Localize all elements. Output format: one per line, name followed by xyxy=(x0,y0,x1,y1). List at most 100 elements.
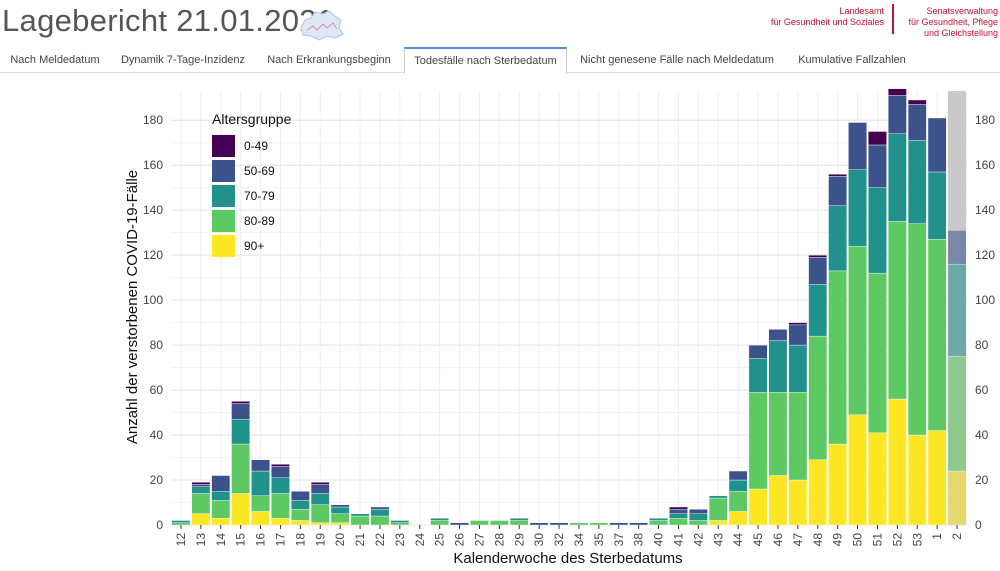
bar-segment xyxy=(330,522,350,526)
tab-nach-erkrankungsbeginn[interactable]: Nach Erkrankungsbeginn xyxy=(267,54,391,66)
bar-segment xyxy=(290,491,310,501)
bar-segment xyxy=(231,493,251,526)
logo-right-line-1: Senatsverwaltung xyxy=(926,6,998,16)
bar-segment xyxy=(211,500,231,519)
bar-segment xyxy=(868,432,887,526)
bar-segment xyxy=(231,401,251,404)
bar-segment xyxy=(629,522,649,526)
bar-segment xyxy=(808,335,828,460)
bar-segment xyxy=(927,239,947,431)
bar-segment xyxy=(350,515,370,526)
bar-segment xyxy=(708,495,728,499)
x-tick-label: 14 xyxy=(214,533,228,547)
y-tick-label-right: 120 xyxy=(975,248,995,262)
bar-segment xyxy=(768,329,788,341)
x-tick-label: 41 xyxy=(671,533,685,547)
bar-segment xyxy=(868,187,887,274)
x-tick-label: 42 xyxy=(691,533,705,547)
x-tick-label: 46 xyxy=(771,533,785,547)
bar-segment xyxy=(669,518,688,526)
x-tick-label: 25 xyxy=(433,533,447,547)
bar-segment xyxy=(509,520,529,526)
bar-segment xyxy=(887,88,907,96)
bar-segment xyxy=(907,99,927,105)
bar-segment xyxy=(310,484,330,494)
tab-bar: Nach Meldedatum Dynamik 7-Tage-Inzidenz … xyxy=(0,47,1000,74)
bar-segment xyxy=(828,205,848,272)
bar-segment xyxy=(390,522,410,526)
y-tick-label-right: 180 xyxy=(975,113,995,127)
bar-segment xyxy=(489,520,509,526)
bar-segment xyxy=(231,443,251,494)
x-tick-label: 52 xyxy=(890,533,904,547)
x-tick-label: 50 xyxy=(851,533,865,547)
bar-segment xyxy=(808,459,828,526)
x-tick-label: 45 xyxy=(751,533,765,547)
x-tick-label: 20 xyxy=(333,533,347,547)
tab-kumulative-fallzahlen[interactable]: Kumulative Fallzahlen xyxy=(798,54,906,66)
bar-segment xyxy=(748,358,768,393)
bar-segment xyxy=(768,392,788,476)
y-tick-label: 160 xyxy=(143,158,163,172)
bar-segment xyxy=(788,322,808,326)
bar-segment xyxy=(251,511,270,526)
tab-dynamik-inzidenz[interactable]: Dynamik 7-Tage-Inzidenz xyxy=(120,54,246,66)
bar-segment xyxy=(887,95,907,134)
bar-segment xyxy=(927,430,947,526)
bar-segment xyxy=(251,495,270,512)
bar-segment xyxy=(848,122,867,170)
x-tick-label: 16 xyxy=(254,533,268,547)
y-tick-label: 60 xyxy=(150,383,164,397)
plot-background xyxy=(171,91,967,525)
bar-segment xyxy=(947,263,967,357)
logo-left-line-1: Landesamt xyxy=(839,6,884,16)
bar-segment xyxy=(868,131,887,146)
bar-segment xyxy=(290,509,310,521)
x-tick-label: 32 xyxy=(552,533,566,547)
x-tick-label: 44 xyxy=(731,533,745,547)
tab-nach-meldedatum[interactable]: Nach Meldedatum xyxy=(10,54,100,66)
legend-swatch xyxy=(212,210,235,232)
bar-segment xyxy=(728,479,748,492)
tab-nicht-genesene[interactable]: Nicht genesene Fälle nach Meldedatum xyxy=(580,54,774,66)
legend-swatch xyxy=(212,160,235,182)
bar-segment xyxy=(848,245,867,416)
bar-segment xyxy=(549,522,569,526)
bar-segment xyxy=(271,493,290,519)
bar-segment xyxy=(649,518,668,521)
legend-title: Altersgruppe xyxy=(212,111,292,127)
y-tick-label: 120 xyxy=(143,248,163,262)
bar-segment xyxy=(529,522,549,526)
y-tick-label: 80 xyxy=(150,338,164,352)
logo-divider xyxy=(892,4,894,34)
x-tick-label: 38 xyxy=(632,533,646,547)
bar-segment xyxy=(688,520,708,526)
bar-segment xyxy=(251,470,270,496)
bar-segment xyxy=(310,504,330,523)
logo-right-line-3: und Gleichstellung xyxy=(923,28,998,38)
bar-segment xyxy=(430,518,450,521)
bar-segment xyxy=(887,221,907,400)
y-tick-label: 100 xyxy=(143,293,163,307)
bar-segment xyxy=(191,482,211,485)
bar-segment xyxy=(947,356,967,472)
bar-segment xyxy=(330,506,350,514)
bar-segment xyxy=(907,223,927,436)
bar-segment xyxy=(609,522,629,526)
bar-segment xyxy=(370,509,390,517)
bar-segment xyxy=(768,340,788,393)
bar-segment xyxy=(569,522,589,526)
bar-segment xyxy=(470,520,489,526)
tab-todesfaelle[interactable]: Todesfälle nach Sterbedatum xyxy=(404,47,567,74)
bar-segment xyxy=(310,482,330,485)
x-tick-label: 27 xyxy=(472,533,486,547)
y-tick-label: 40 xyxy=(150,428,164,442)
bar-segment xyxy=(808,284,828,337)
bar-segment xyxy=(290,520,310,526)
y-tick-label-right: 160 xyxy=(975,158,995,172)
bar-segment xyxy=(768,475,788,526)
y-tick-label: 180 xyxy=(143,113,163,127)
bar-segment xyxy=(808,254,828,258)
logo-right-line-2: für Gesundheit, Pflege xyxy=(908,17,998,27)
